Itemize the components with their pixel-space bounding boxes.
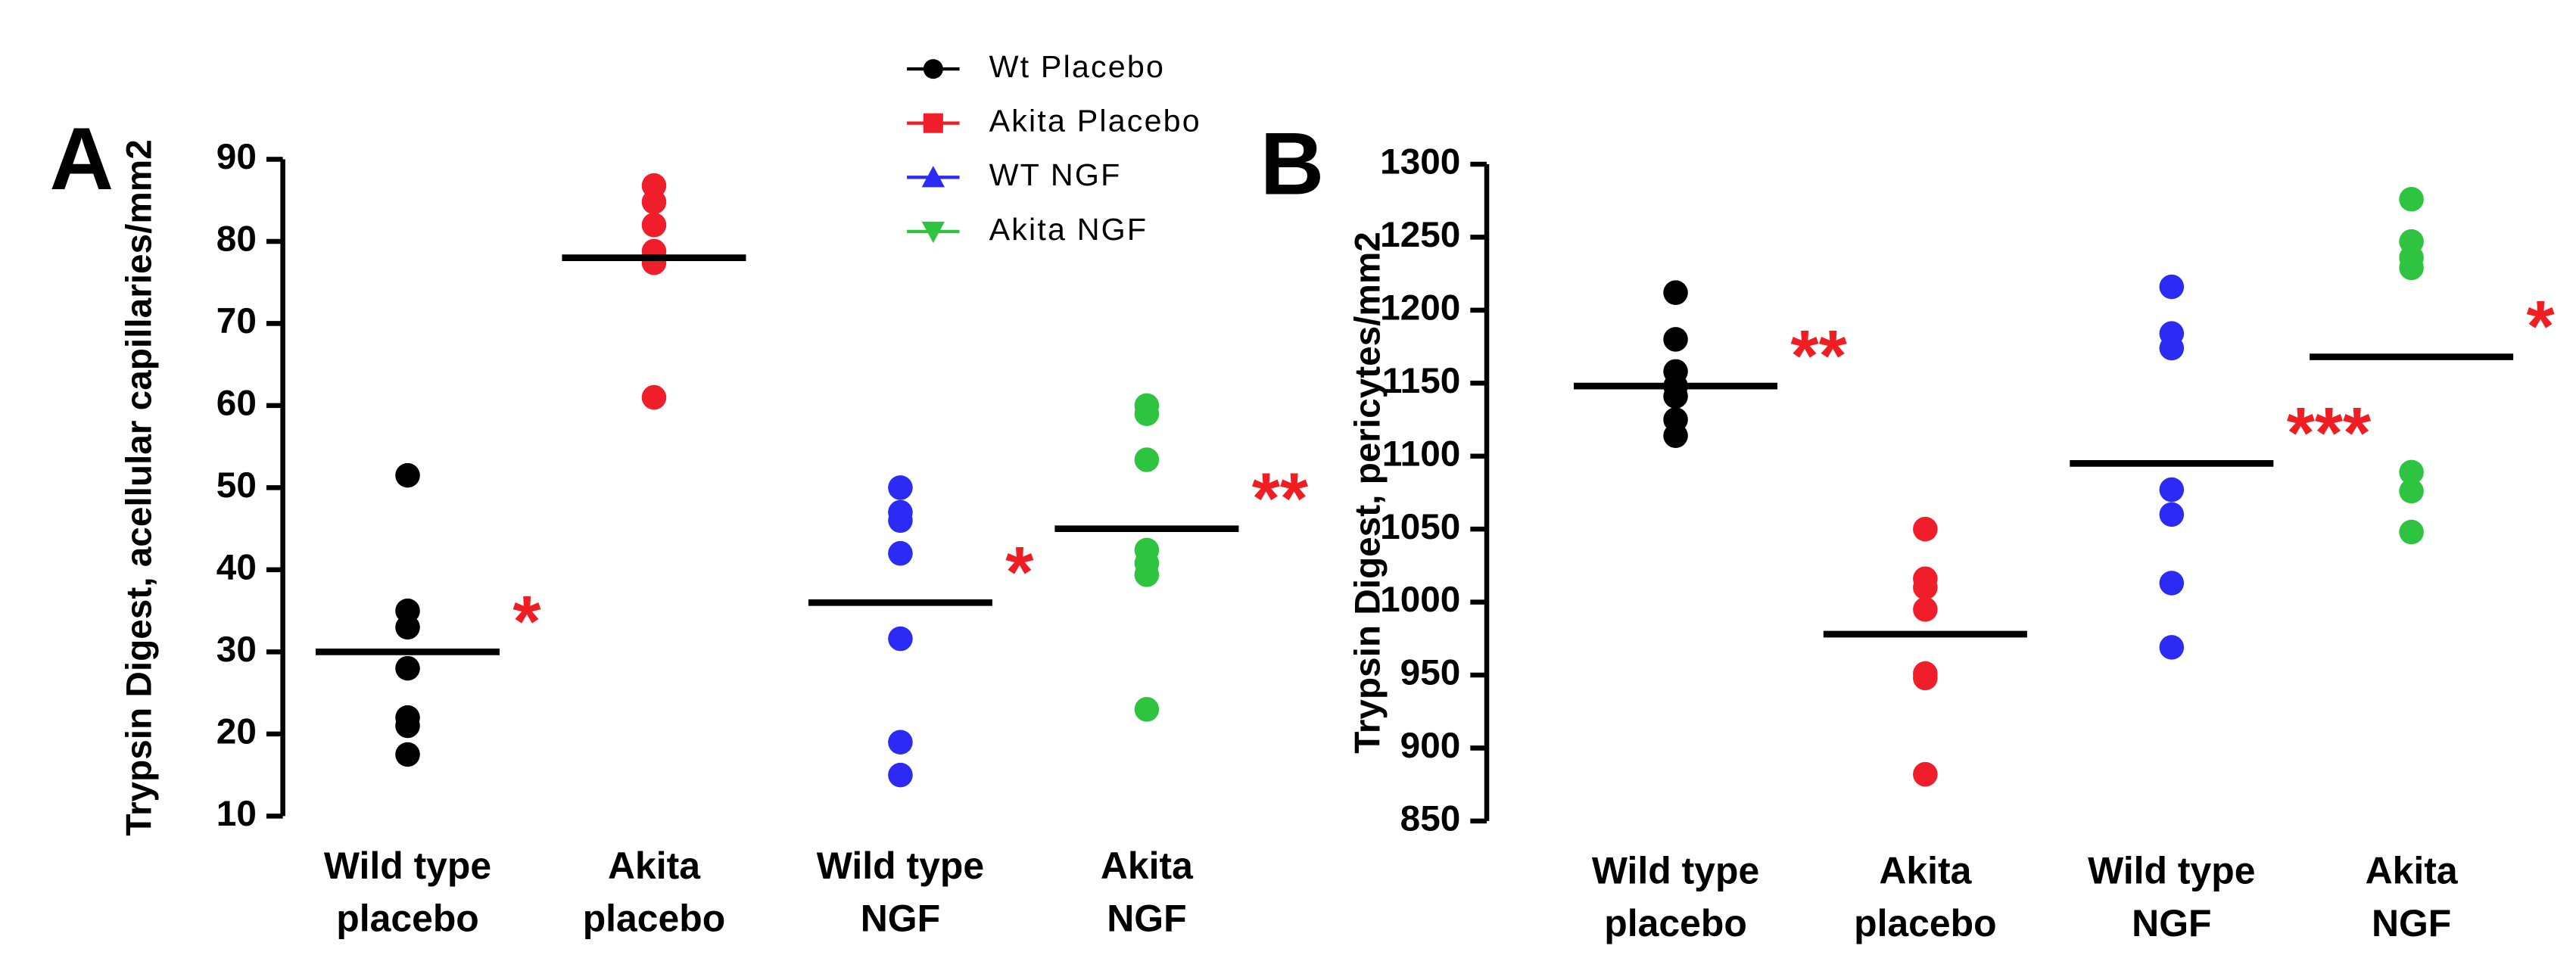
panel-letter: B xyxy=(1260,114,1325,213)
y-tick-label: 1300 xyxy=(1380,142,1460,182)
x-tick-label: Akita xyxy=(2366,849,2459,891)
x-tick-label: Wild type xyxy=(1592,849,1759,891)
data-point xyxy=(395,615,420,640)
y-tick-label: 850 xyxy=(1400,798,1461,839)
data-point xyxy=(1913,575,1938,600)
data-point xyxy=(888,730,913,755)
data-point xyxy=(1663,327,1688,352)
significance-marker: *** xyxy=(2287,394,2372,474)
y-tick-label: 1100 xyxy=(1382,434,1461,474)
data-point xyxy=(1663,423,1688,448)
data-point xyxy=(1913,516,1938,542)
data-point xyxy=(1913,665,1938,691)
data-point xyxy=(2159,477,2185,503)
y-tick-label: 1000 xyxy=(1380,580,1460,620)
data-point xyxy=(1134,401,1160,427)
data-point xyxy=(1134,697,1160,722)
legend-marker xyxy=(921,166,945,188)
data-point xyxy=(2159,635,2185,660)
legend: Wt Placebo Akita Placebo WT NGF Akita NGF xyxy=(907,49,1201,247)
data-point xyxy=(1663,280,1688,305)
y-tick-label: 1200 xyxy=(1380,288,1460,328)
legend-marker xyxy=(923,59,943,79)
data-point xyxy=(2399,255,2424,281)
x-tick-label: Wild type xyxy=(2088,849,2255,891)
x-tick-label: Akita xyxy=(1101,845,1194,887)
x-tick-label: Wild type xyxy=(817,845,984,887)
y-tick-label: 40 xyxy=(216,548,257,588)
y-tick-label: 10 xyxy=(216,794,257,834)
data-point xyxy=(395,742,420,767)
significance-marker: * xyxy=(512,582,541,662)
x-tick-label: Akita xyxy=(1879,849,1972,891)
data-point xyxy=(641,189,667,215)
y-tick-label: 60 xyxy=(216,384,257,424)
data-point xyxy=(395,713,420,739)
legend-marker xyxy=(923,113,943,133)
data-point xyxy=(395,462,420,488)
y-tick-label: 90 xyxy=(216,137,257,177)
data-point xyxy=(888,508,913,534)
x-tick-label: NGF xyxy=(2132,902,2211,944)
significance-marker: * xyxy=(2526,287,2555,367)
data-point xyxy=(1913,761,1938,787)
y-tick-label: 80 xyxy=(216,219,257,260)
data-point xyxy=(888,540,913,566)
y-axis-label: Trypsin Digest, acellular capillaries/mm… xyxy=(120,139,160,835)
data-point xyxy=(2159,502,2185,527)
data-point xyxy=(1913,596,1938,622)
data-point xyxy=(1134,562,1160,587)
y-tick-label: 1050 xyxy=(1380,507,1460,547)
x-tick-label: placebo xyxy=(1854,902,1997,944)
y-tick-label: 950 xyxy=(1400,653,1461,693)
data-point xyxy=(2399,478,2424,504)
data-point xyxy=(2159,335,2185,361)
data-point xyxy=(2399,519,2424,545)
significance-marker: * xyxy=(1005,533,1034,613)
x-tick-label: NGF xyxy=(1107,897,1186,939)
data-point xyxy=(888,475,913,500)
y-tick-label: 900 xyxy=(1400,726,1461,766)
legend-label: WT NGF xyxy=(989,157,1122,192)
y-tick-label: 50 xyxy=(216,465,257,506)
significance-marker: ** xyxy=(1790,316,1847,397)
data-point xyxy=(2159,571,2185,596)
x-tick-label: placebo xyxy=(336,897,479,939)
x-tick-label: NGF xyxy=(861,897,940,939)
x-tick-label: placebo xyxy=(1604,902,1747,944)
data-point xyxy=(2399,459,2424,485)
y-tick-label: 1150 xyxy=(1382,361,1461,401)
x-tick-label: NGF xyxy=(2372,902,2451,944)
data-point xyxy=(641,384,667,410)
data-point xyxy=(641,250,667,275)
y-axis-label: Trypsin Digest, pericytes/mm2 xyxy=(1348,232,1388,754)
y-tick-label: 1250 xyxy=(1380,215,1460,255)
y-tick-label: 30 xyxy=(216,630,257,670)
data-point xyxy=(395,655,420,681)
data-point xyxy=(641,212,667,238)
data-point xyxy=(2159,274,2185,300)
data-point xyxy=(888,762,913,788)
data-point xyxy=(888,626,913,652)
x-tick-label: Wild type xyxy=(324,845,491,887)
significance-marker: ** xyxy=(1252,459,1309,539)
legend-label: Akita NGF xyxy=(989,212,1148,247)
data-point xyxy=(1134,447,1160,472)
panel-letter: A xyxy=(50,109,114,208)
x-tick-label: placebo xyxy=(583,897,726,939)
data-point xyxy=(2399,186,2424,212)
legend-marker xyxy=(921,221,945,244)
data-point xyxy=(1663,384,1688,409)
legend-label: Akita Placebo xyxy=(989,104,1201,138)
x-tick-label: Akita xyxy=(608,845,701,887)
legend-label: Wt Placebo xyxy=(989,49,1165,84)
y-tick-label: 70 xyxy=(216,301,257,341)
y-tick-label: 20 xyxy=(216,711,257,751)
